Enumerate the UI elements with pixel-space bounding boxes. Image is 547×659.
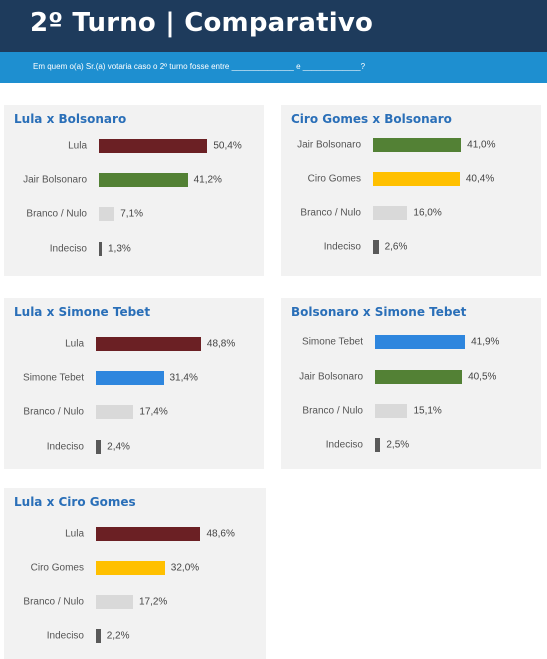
category-label: Simone Tebet — [302, 336, 363, 348]
bar-value-label: 1,3% — [108, 243, 131, 255]
bar-jair-bolsonaro — [99, 173, 188, 187]
bar-jair-bolsonaro — [373, 138, 462, 152]
bar-branco-nulo — [375, 404, 408, 418]
category-label: Lula — [65, 528, 84, 540]
bar-value-label: 2,5% — [386, 439, 410, 451]
bar-simone-tebet — [96, 371, 164, 385]
category-label: Indeciso — [49, 243, 87, 255]
bar-value-label: 2,4% — [107, 441, 130, 453]
bar-value-label: 32,0% — [170, 562, 200, 574]
category-label: Jair Bolsonaro — [299, 371, 363, 383]
bar-value-label: 17,2% — [138, 596, 168, 608]
category-label: Lula — [65, 338, 84, 350]
chart-panel-ciro-gomes-x-bolsonaro: Ciro Gomes x Bolsonaro Jair Bolsonaro 41,0… — [281, 105, 541, 276]
bar-value-label: 48,8% — [206, 338, 236, 350]
chart-title: Lula x Bolsonaro — [14, 112, 127, 126]
category-label: Jair Bolsonaro — [297, 139, 361, 151]
bar-value-label: 17,4% — [139, 406, 168, 418]
category-label: Indeciso — [46, 630, 84, 642]
category-label: Indeciso — [46, 441, 84, 453]
bar-value-label: 50,4% — [213, 140, 242, 152]
bar-ciro-gomes — [96, 561, 165, 575]
bar-value-label: 15,1% — [413, 405, 442, 417]
bar-value-label: 31,4% — [169, 372, 198, 384]
bar-branco-nulo — [96, 405, 134, 419]
bar-value-label: 2,6% — [384, 241, 408, 253]
chart-panel-lula-x-bolsonaro: Lula x Bolsonaro Lula 50,4% Jair Bolsonaro 4… — [4, 105, 264, 276]
category-label: Branco / Nulo — [26, 208, 87, 220]
bar-lula — [96, 527, 201, 541]
question-bar: Em quem o(a) Sr.(a) votaria caso o 2º tu… — [0, 52, 547, 83]
category-label: Ciro Gomes — [307, 173, 361, 185]
chart-panel-lula-x-simone-tebet: Lula x Simone Tebet Lula 48,8% Simone Tebet… — [4, 298, 264, 469]
bar-value-label: 40,4% — [465, 173, 495, 185]
bar-lula — [99, 139, 208, 153]
bar-value-label: 16,0% — [413, 207, 442, 219]
bar-value-label: 7,1% — [120, 208, 144, 220]
bar-simone-tebet — [375, 335, 466, 349]
chart-title: Bolsonaro x Simone Tebet — [291, 305, 467, 319]
bar-value-label: 41,9% — [471, 336, 500, 348]
chart-title: Lula x Simone Tebet — [14, 305, 151, 319]
chart-panel-bolsonaro-x-simone-tebet: Bolsonaro x Simone Tebet Simone Tebet 41,9… — [281, 298, 541, 469]
bar-indeciso — [96, 440, 102, 454]
bar-value-label: 41,0% — [467, 139, 496, 151]
category-label: Lula — [68, 140, 87, 152]
bar-jair-bolsonaro — [375, 370, 463, 384]
category-label: Branco / Nulo — [23, 596, 84, 608]
bar-branco-nulo — [99, 207, 115, 221]
survey-question: Em quem o(a) Sr.(a) votaria caso o 2º tu… — [33, 62, 366, 71]
bar-value-label: 2,2% — [106, 630, 130, 642]
category-label: Indeciso — [325, 439, 363, 451]
chart-title: Ciro Gomes x Bolsonaro — [291, 112, 452, 126]
header-bar: 2º Turno | Comparativo — [0, 0, 547, 52]
chart-panel-lula-x-ciro-gomes: Lula x Ciro Gomes Lula 48,6% Ciro Gomes 32,0… — [4, 488, 266, 659]
bar-indeciso — [96, 629, 101, 643]
bar-value-label: 40,5% — [468, 371, 497, 383]
category-label: Jair Bolsonaro — [23, 174, 87, 186]
bar-lula — [96, 337, 201, 351]
category-label: Branco / Nulo — [300, 207, 361, 219]
bar-indeciso — [375, 438, 381, 452]
category-label: Branco / Nulo — [302, 405, 363, 417]
chart-title: Lula x Ciro Gomes — [14, 495, 136, 509]
bar-value-label: 48,6% — [206, 528, 235, 540]
bar-indeciso — [99, 242, 102, 256]
category-label: Ciro Gomes — [30, 562, 84, 574]
bar-branco-nulo — [96, 595, 133, 609]
bar-indeciso — [373, 240, 379, 254]
category-label: Branco / Nulo — [23, 406, 84, 418]
category-label: Indeciso — [323, 241, 361, 253]
bar-ciro-gomes — [373, 172, 460, 186]
bar-branco-nulo — [373, 206, 408, 220]
bar-value-label: 41,2% — [193, 174, 222, 186]
category-label: Simone Tebet — [23, 372, 84, 384]
page-title: 2º Turno | Comparativo — [30, 8, 374, 38]
